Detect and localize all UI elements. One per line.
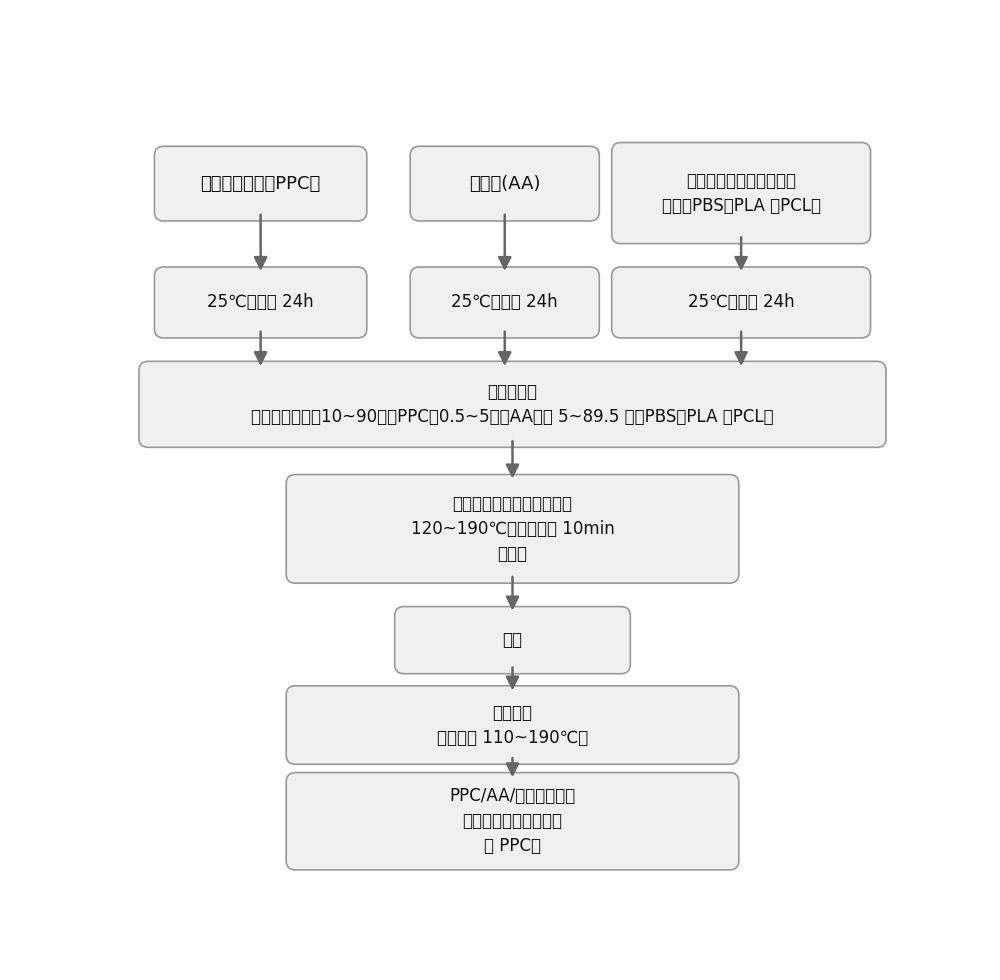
FancyBboxPatch shape (154, 146, 367, 220)
Text: 在双贺杆挤出机中在温度为
120~190℃下熶融共混 10min
后挤出: 在双贺杆挤出机中在温度为 120~190℃下熶融共混 10min 后挤出 (411, 495, 614, 563)
FancyBboxPatch shape (286, 772, 739, 870)
Text: 均匀的混合
（质量份分别为10~90份的PPC和0.5~5份的AA以及 5~89.5 的份PBS、PLA 或PCL）: 均匀的混合 （质量份分别为10~90份的PPC和0.5~5份的AA以及 5~89… (251, 383, 774, 426)
FancyBboxPatch shape (612, 267, 871, 338)
Text: 切粒: 切粒 (503, 631, 522, 649)
FancyBboxPatch shape (410, 267, 599, 338)
Text: 氨基酸(AA): 氨基酸(AA) (469, 174, 540, 193)
Text: PPC/AA/另一种可降解
高分子材料（二次改性
的 PPC）: PPC/AA/另一种可降解 高分子材料（二次改性 的 PPC） (449, 787, 576, 856)
Text: 另一种可降解高分子材料
（包括PBS、PLA 和PCL）: 另一种可降解高分子材料 （包括PBS、PLA 和PCL） (662, 172, 821, 215)
Text: 聚碳酸亚丙酯（PPC）: 聚碳酸亚丙酯（PPC） (200, 174, 321, 193)
Text: 25℃下干燥 24h: 25℃下干燥 24h (451, 293, 558, 312)
FancyBboxPatch shape (410, 146, 599, 220)
FancyBboxPatch shape (612, 142, 871, 244)
Text: 热压成膜
（温度为 110~190℃）: 热压成膜 （温度为 110~190℃） (437, 704, 588, 747)
FancyBboxPatch shape (154, 267, 367, 338)
FancyBboxPatch shape (395, 607, 630, 673)
FancyBboxPatch shape (286, 686, 739, 764)
Text: 25℃下干燥 24h: 25℃下干燥 24h (207, 293, 314, 312)
Text: 25℃下干燥 24h: 25℃下干燥 24h (688, 293, 794, 312)
FancyBboxPatch shape (286, 474, 739, 583)
FancyBboxPatch shape (139, 362, 886, 447)
